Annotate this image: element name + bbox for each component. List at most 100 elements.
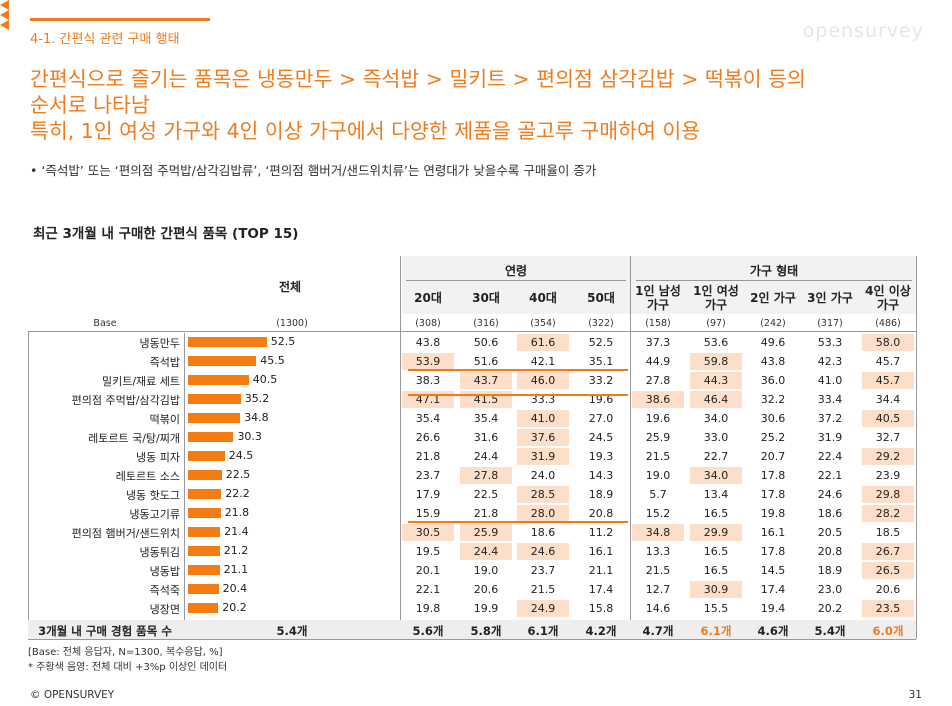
- base-0: (308): [415, 318, 441, 329]
- cell-0-2: 61.6: [530, 336, 556, 349]
- cell-11-0: 19.5: [415, 545, 441, 558]
- row-label-11: 냉동튀김: [139, 546, 180, 559]
- cell-0-5: 53.6: [703, 336, 729, 349]
- arrow-icon-1-line: [408, 369, 628, 371]
- cell-12-6: 14.5: [760, 564, 786, 577]
- highlight-6-8: [862, 448, 914, 465]
- cell-5-7: 31.9: [817, 431, 843, 444]
- bar-6: [188, 451, 225, 461]
- cell-8-4: 5.7: [649, 488, 667, 501]
- cell-12-7: 18.9: [817, 564, 843, 577]
- highlight-9-2: [517, 505, 569, 522]
- table-title: 최근 3개월 내 구매한 간편식 품목 (TOP 15): [33, 226, 299, 242]
- cell-10-7: 20.5: [817, 526, 843, 539]
- highlight-2-1: [460, 372, 512, 389]
- cell-10-8: 18.5: [875, 526, 901, 539]
- cell-5-5: 33.0: [703, 431, 729, 444]
- cell-10-6: 16.1: [760, 526, 786, 539]
- cell-8-5: 13.4: [703, 488, 729, 501]
- cell-9-5: 16.5: [703, 507, 729, 520]
- cell-4-0: 35.4: [415, 412, 441, 425]
- arrow-icon-3-line: [408, 521, 628, 523]
- cell-11-7: 20.8: [817, 545, 843, 558]
- cell-12-8: 26.5: [875, 564, 901, 577]
- cell-10-4: 34.8: [645, 526, 671, 539]
- cell-13-7: 23.0: [817, 583, 843, 596]
- highlight-8-8: [862, 486, 914, 503]
- highlight-10-1: [460, 524, 512, 541]
- base-2: (354): [530, 318, 556, 329]
- cell-7-4: 19.0: [645, 469, 671, 482]
- total-header: 전체: [278, 280, 302, 294]
- cell-3-0: 47.1: [415, 393, 441, 406]
- bar-11: [188, 546, 220, 556]
- cell-6-1: 24.4: [473, 450, 499, 463]
- highlight-10-0: [402, 524, 454, 541]
- cell-3-1: 41.5: [473, 393, 499, 406]
- cell-9-4: 15.2: [645, 507, 671, 520]
- cell-12-4: 21.5: [645, 564, 671, 577]
- cell-1-6: 43.8: [760, 355, 786, 368]
- cell-6-0: 21.8: [415, 450, 441, 463]
- page-number: 31: [908, 689, 922, 701]
- cell-5-1: 31.6: [473, 431, 499, 444]
- row-label-14: 냉장면: [149, 603, 180, 616]
- cell-11-3: 16.1: [588, 545, 614, 558]
- bar-value-14: 20.2: [222, 601, 247, 614]
- cell-4-1: 35.4: [473, 412, 499, 425]
- highlight-1-5: [690, 353, 742, 370]
- headline: 간편식으로 즐기는 품목은 냉동만두 > 즉석밥 > 밀키트 > 편의점 삼각김…: [30, 66, 930, 144]
- row-label-4: 떡볶이: [149, 413, 180, 426]
- row-label-13: 즉석죽: [149, 584, 180, 597]
- cell-4-2: 41.0: [530, 412, 556, 425]
- cell-14-1: 19.9: [473, 602, 499, 615]
- bar-5: [188, 432, 234, 442]
- cell-13-0: 22.1: [415, 583, 441, 596]
- highlight-10-5: [690, 524, 742, 541]
- cell-1-2: 42.1: [530, 355, 556, 368]
- bar-14: [188, 603, 219, 613]
- row-label-9: 냉동고기류: [129, 508, 180, 521]
- cell-10-5: 29.9: [703, 526, 729, 539]
- table-top-rule: [28, 331, 916, 332]
- arrow-icon-3-head: [0, 20, 9, 30]
- cell-1-7: 42.3: [817, 355, 843, 368]
- cell-9-6: 19.8: [760, 507, 786, 520]
- footer-value-4: 4.7개: [642, 624, 674, 638]
- cell-11-8: 26.7: [875, 545, 901, 558]
- cell-2-3: 33.2: [588, 374, 614, 387]
- cell-12-2: 23.7: [530, 564, 556, 577]
- cell-14-2: 24.9: [530, 602, 556, 615]
- highlight-12-8: [862, 562, 914, 579]
- opensurvey-logo: opensurvey: [802, 20, 924, 42]
- cell-14-4: 14.6: [645, 602, 671, 615]
- cell-2-0: 38.3: [415, 374, 441, 387]
- cell-8-6: 17.8: [760, 488, 786, 501]
- age-group-header: 연령: [504, 264, 528, 278]
- cell-13-8: 20.6: [875, 583, 901, 596]
- bar-2: [188, 375, 249, 385]
- total-divider: [400, 256, 401, 639]
- cell-8-0: 17.9: [415, 488, 441, 501]
- highlight-3-4: [632, 391, 684, 408]
- highlight-7-1: [460, 467, 512, 484]
- cell-9-8: 28.2: [875, 507, 901, 520]
- highlight-4-2: [517, 410, 569, 427]
- bar-value-11: 21.2: [223, 544, 249, 557]
- cell-13-3: 17.4: [588, 583, 614, 596]
- cell-4-8: 40.5: [875, 412, 901, 425]
- cell-1-8: 45.7: [875, 355, 901, 368]
- highlight-7-5: [690, 467, 742, 484]
- cell-9-1: 21.8: [473, 507, 499, 520]
- cell-3-2: 33.3: [530, 393, 556, 406]
- bar-3: [188, 394, 241, 404]
- cell-11-4: 13.3: [645, 545, 671, 558]
- cell-14-7: 20.2: [817, 602, 843, 615]
- highlight-9-8: [862, 505, 914, 522]
- cell-0-8: 58.0: [875, 336, 901, 349]
- cell-5-4: 25.9: [645, 431, 671, 444]
- cell-3-3: 19.6: [588, 393, 614, 406]
- cell-2-1: 43.7: [473, 374, 499, 387]
- row-label-12: 냉동밥: [149, 565, 180, 578]
- cell-1-1: 51.6: [473, 355, 499, 368]
